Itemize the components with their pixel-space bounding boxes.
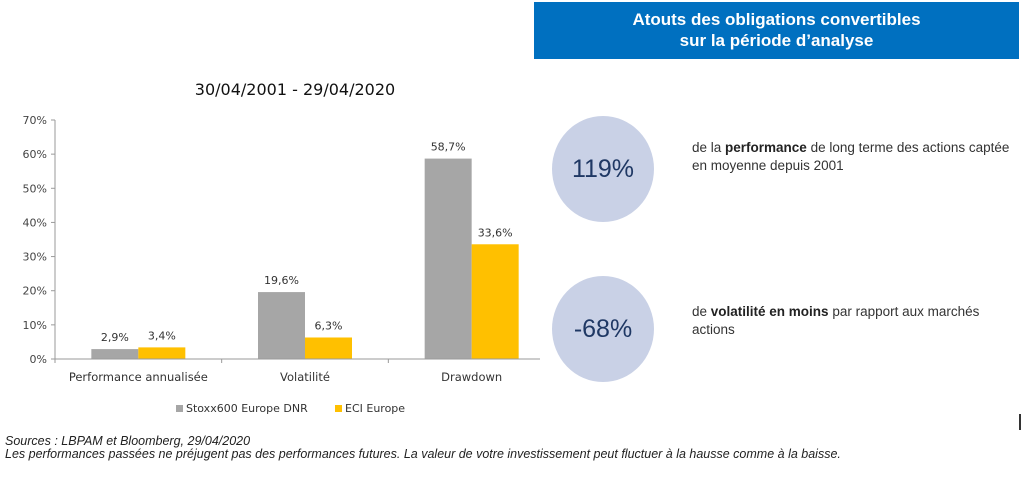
- footer-disclaimer: Les performances passées ne préjugent pa…: [5, 447, 841, 461]
- bar: [91, 349, 139, 359]
- x-category-label: Drawdown: [441, 370, 502, 384]
- legend-swatch: [335, 405, 342, 412]
- stat-value-volatility: -68%: [573, 314, 633, 343]
- legend-label: Stoxx600 Europe DNR: [186, 402, 308, 415]
- bar: [305, 337, 352, 359]
- legend-swatch: [176, 405, 183, 412]
- banner-title-line2: sur la période d’analyse: [679, 31, 874, 50]
- bar: [424, 158, 472, 359]
- legend: Stoxx600 Europe DNR ECI Europe: [176, 402, 405, 415]
- bar: [471, 244, 519, 359]
- stat-text-part: de: [692, 304, 711, 319]
- y-tick-label: 0%: [30, 353, 47, 366]
- y-tick-label: 60%: [23, 148, 47, 161]
- stat-value-performance: 119%: [571, 154, 635, 183]
- stat-text-highlight: performance: [725, 140, 807, 155]
- bar-data-label: 2,9%: [101, 331, 129, 344]
- stat-text-volatility: de volatilité en moins par rapport aux m…: [692, 303, 1002, 339]
- bar-data-label: 33,6%: [478, 226, 513, 239]
- banner-header: Atouts des obligations convertibles sur …: [534, 2, 1019, 59]
- bars: 2,9% 3,4% 19,6% 6,3% 58,7% 33,6%: [91, 141, 519, 359]
- x-category-label: Volatilité: [280, 370, 330, 384]
- chart-title: 30/04/2001 - 29/04/2020: [194, 80, 396, 99]
- bar: [138, 347, 186, 359]
- bar: [258, 292, 305, 359]
- y-tick-label: 40%: [23, 216, 47, 229]
- bar-data-label: 3,4%: [148, 329, 176, 342]
- stat-text-performance: de la performance de long terme des acti…: [692, 139, 1012, 175]
- y-tick-label: 50%: [23, 182, 47, 195]
- x-axis: Performance annualisée Volatilité Drawdown: [54, 358, 540, 384]
- stat-text-part: de la: [692, 140, 726, 155]
- stat-circle-performance: 119%: [552, 116, 654, 222]
- bar-data-label: 6,3%: [315, 319, 343, 332]
- y-tick-label: 10%: [23, 319, 47, 332]
- bar-data-label: 58,7%: [431, 141, 466, 154]
- bar-data-label: 19,6%: [264, 274, 299, 287]
- stat-text-highlight: volatilité en moins: [710, 304, 829, 319]
- legend-label: ECI Europe: [345, 402, 405, 415]
- y-tick-label: 20%: [23, 285, 47, 298]
- stat-text-part: par rapport aux marchés actions: [692, 304, 980, 337]
- footer-sources: Sources : LBPAM et Bloomberg, 29/04/2020: [5, 434, 251, 448]
- footer: Sources : LBPAM et Bloomberg, 29/04/2020…: [5, 435, 1021, 461]
- y-tick-label: 70%: [23, 114, 47, 127]
- y-tick-label: 30%: [23, 251, 47, 264]
- edge-mark: [1019, 414, 1021, 430]
- y-axis: 0% 10% 20% 30% 40% 50% 60% 70%: [23, 114, 56, 366]
- bar-chart: 0% 10% 20% 30% 40% 50% 60% 70% 2,9% 3,4% 19,6% 6,3…: [23, 114, 540, 415]
- x-category-label: Performance annualisée: [69, 370, 208, 384]
- stat-circle-volatility: -68%: [552, 276, 654, 382]
- banner-title-line1: Atouts des obligations convertibles: [632, 10, 921, 29]
- stat-text-part: de long terme des actions captée en moye…: [692, 140, 1010, 173]
